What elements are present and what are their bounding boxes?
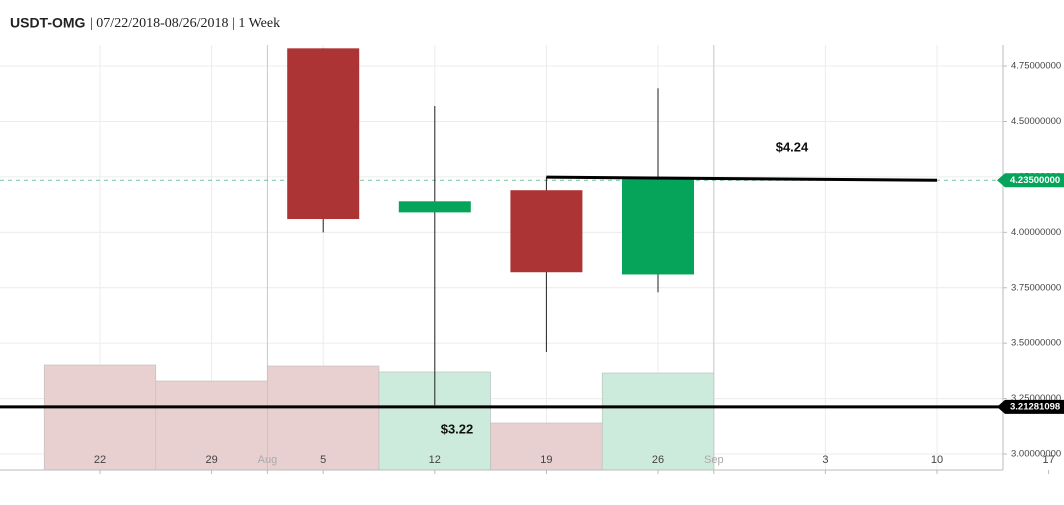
horizontal-line-badge <box>997 399 1064 414</box>
last-price-label: 4.23500000 <box>1010 175 1060 186</box>
volume-bar <box>601 372 715 470</box>
plot-area <box>0 45 1003 470</box>
x-tick-label: 17 <box>1042 454 1054 466</box>
x-tick-label: 3 <box>822 454 828 466</box>
x-tick-label: Sep <box>704 454 724 466</box>
annotation: $3.22 <box>441 421 474 436</box>
trendline-label: $4.24 <box>776 139 809 154</box>
volume-bar <box>43 364 157 470</box>
candle-body <box>622 179 694 275</box>
horizontal-line-label: 3.21281098 <box>1010 401 1060 412</box>
y-tick-label: 4.75000000 <box>1011 61 1061 72</box>
y-tick-label: 4.50000000 <box>1011 116 1061 127</box>
x-tick-label: 5 <box>320 454 326 466</box>
x-tick-label: 12 <box>429 454 441 466</box>
y-tick-label: 4.00000000 <box>1011 227 1061 238</box>
y-tick-label: 3.25000000 <box>1011 393 1061 404</box>
candle-body <box>398 201 471 213</box>
y-tick-label: 3.50000000 <box>1011 338 1061 349</box>
y-tick-label: 3.00000000 <box>1011 449 1061 460</box>
volume-bar <box>490 422 603 470</box>
volume-bar <box>267 365 380 470</box>
x-tick-label: 22 <box>94 454 106 466</box>
volume-bar <box>155 380 268 470</box>
x-tick-label: 10 <box>931 454 943 466</box>
candle-body <box>510 190 583 273</box>
x-tick-label: 26 <box>652 454 664 466</box>
chart-title: | 07/22/2018-08/26/2018 | 1 Week <box>90 16 280 31</box>
x-tick-label: Aug <box>258 454 278 466</box>
x-tick-label: 29 <box>205 454 217 466</box>
last-price-badge <box>997 173 1064 188</box>
x-tick-label: 19 <box>540 454 552 466</box>
y-tick-label: 3.75000000 <box>1011 282 1061 293</box>
trendline <box>546 175 938 182</box>
candle-body <box>287 48 360 220</box>
symbol: USDT-OMG <box>10 15 86 31</box>
